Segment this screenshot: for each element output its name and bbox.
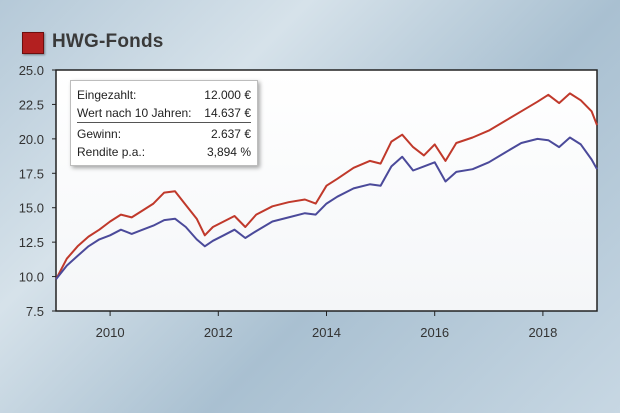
y-tick-label: 17.5: [19, 166, 44, 181]
series-line-upper: [55, 92, 598, 280]
page-title: HWG-Fonds: [52, 31, 164, 52]
y-tick-label: 12.5: [19, 235, 44, 250]
y-tick-label: 22.5: [19, 97, 44, 112]
info-row-deposit: Eingezahlt: 12.000 €: [77, 86, 251, 104]
info-value: 12.000 €: [204, 88, 251, 102]
info-value: 3,894 %: [206, 145, 251, 159]
info-label: Rendite p.a.:: [77, 145, 146, 159]
info-label: Gewinn:: [77, 127, 122, 141]
info-label: Eingezahlt:: [77, 88, 137, 102]
info-row-profit: Gewinn: 2.637 €: [77, 125, 251, 143]
info-value: 14.637 €: [204, 106, 251, 120]
info-row-return: Rendite p.a.: 3,894 %: [77, 143, 251, 161]
y-tick-label: 20.0: [19, 132, 44, 147]
info-row-final-value: Wert nach 10 Jahren: 14.637 €: [77, 104, 251, 123]
y-tick-label: 10.0: [19, 270, 44, 285]
y-tick-label: 7.5: [26, 304, 44, 319]
series-line-lower: [55, 136, 598, 280]
info-label: Wert nach 10 Jahren:: [77, 106, 192, 120]
y-tick-label: 25.0: [19, 63, 44, 78]
x-tick-label: 2012: [204, 325, 233, 340]
x-tick-label: 2018: [528, 325, 557, 340]
brand-square-icon: [22, 32, 44, 54]
summary-box: Eingezahlt: 12.000 € Wert nach 10 Jahren…: [70, 80, 258, 166]
x-tick-label: 2010: [96, 325, 125, 340]
x-tick-label: 2016: [420, 325, 449, 340]
x-tick-label: 2014: [312, 325, 341, 340]
y-tick-label: 15.0: [19, 201, 44, 216]
info-value: 2.637 €: [210, 127, 251, 141]
